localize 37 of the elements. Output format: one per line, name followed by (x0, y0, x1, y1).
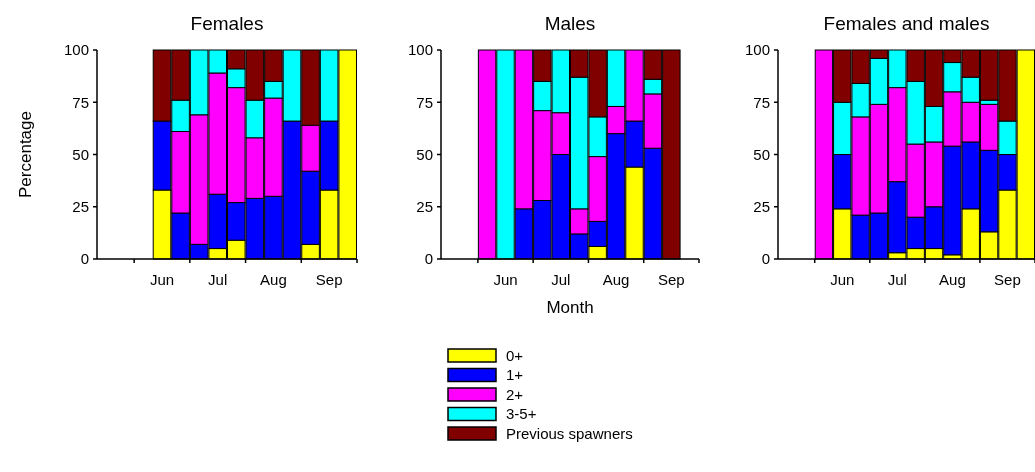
x-tick-label: Jun (830, 271, 855, 288)
y-tick-label: 75 (72, 93, 89, 111)
legend-label: 3-5+ (506, 405, 537, 423)
legend-label: 0+ (506, 346, 524, 364)
legend-label: 2+ (506, 385, 524, 403)
y-tick-label: 25 (753, 198, 770, 215)
x-tick-label: Aug (602, 271, 630, 288)
y-tick-label: 50 (753, 145, 770, 163)
y-tick-label: 0 (80, 250, 89, 268)
y-tick-label: 25 (72, 198, 89, 215)
x-tick-label: Aug (260, 271, 287, 288)
x-tick-label: Jul (551, 271, 571, 288)
x-tick-label: Jul (208, 271, 228, 288)
x-tick-label: Jun (493, 271, 518, 288)
y-tick-label: 100 (407, 41, 433, 59)
legend-label: Previous spawners (506, 424, 633, 442)
x-tick-label: Sep (658, 271, 685, 288)
x-tick-label: Aug (939, 271, 966, 288)
y-tick-label: 0 (761, 250, 770, 268)
y-tick-label: 75 (416, 93, 433, 111)
x-tick-label: Sep (994, 271, 1021, 288)
x-axis-title: Month (546, 298, 594, 317)
chart-title: Females (190, 13, 264, 34)
y-axis-title: Percentage (16, 111, 35, 198)
x-tick-label: Jun (149, 271, 175, 288)
y-tick-label: 25 (416, 198, 433, 215)
y-tick-label: 0 (424, 250, 433, 268)
chart-title: Females and males (823, 13, 990, 34)
x-tick-label: Jul (887, 271, 907, 288)
chart-title: Males (544, 13, 596, 34)
legend-label: 1+ (506, 366, 524, 384)
y-tick-label: 50 (72, 145, 89, 163)
y-tick-label: 50 (416, 145, 433, 163)
x-tick-label: Sep (315, 271, 343, 288)
y-tick-label: 100 (63, 41, 89, 59)
y-tick-label: 75 (753, 93, 770, 111)
y-tick-label: 100 (744, 41, 770, 59)
